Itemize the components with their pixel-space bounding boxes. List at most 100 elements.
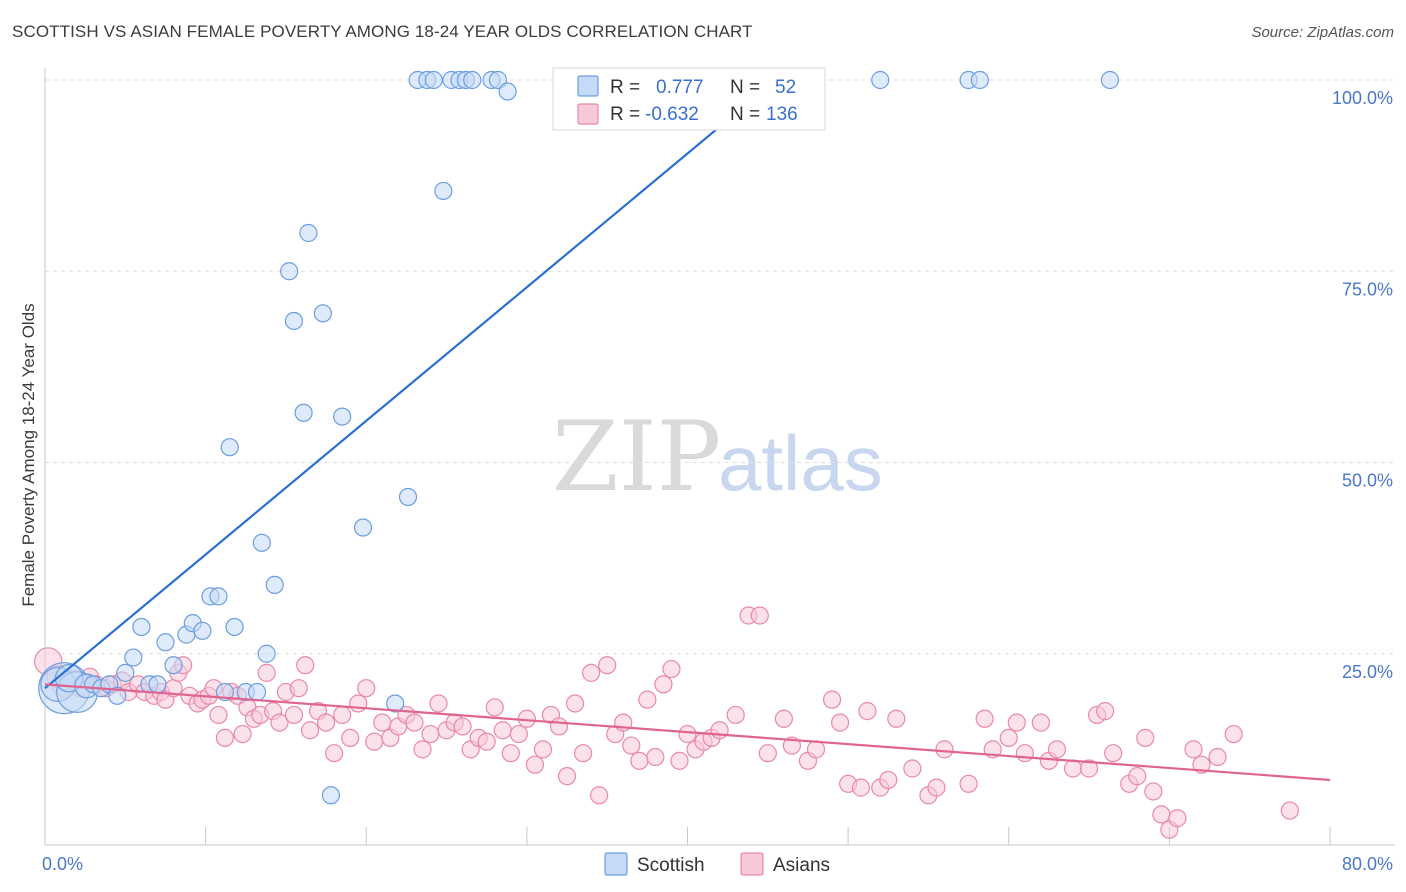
scottish-point-29	[280, 262, 299, 281]
stats-legend: R = 0.777 N = 52 R = -0.632 N = 136	[552, 67, 826, 131]
asians-point-80	[630, 751, 649, 770]
scottish-point-41	[424, 70, 443, 90]
asians-point-44	[341, 728, 360, 748]
scottish-point-25	[247, 682, 267, 702]
scottish-point-49	[498, 82, 517, 101]
scottish-point-14	[156, 633, 175, 652]
asians-point-74	[582, 663, 601, 682]
asians-point-105	[879, 770, 898, 790]
asians-point-120	[1063, 759, 1083, 778]
asians-point-98	[806, 740, 826, 759]
asians-point-81	[638, 690, 657, 709]
scottish-point-33	[313, 304, 332, 323]
axes	[44, 68, 1395, 846]
scottish-point-23	[225, 617, 244, 637]
asians-point-64	[501, 744, 520, 763]
asians-point-52	[405, 713, 424, 732]
x-tick-label-80: 80.0%	[1342, 854, 1393, 874]
legend-r-value-asians: -0.632	[645, 104, 699, 125]
scottish-point-34	[321, 786, 341, 805]
legend-swatch-asians	[577, 103, 599, 125]
scottish-point-21	[215, 682, 234, 702]
scottish-point-38	[398, 487, 418, 507]
scottish-point-28	[265, 575, 284, 595]
y-tick-label-50: 50.0%	[1342, 471, 1393, 491]
asians-point-65	[509, 724, 528, 744]
scottish-trend-line	[44, 79, 777, 690]
y-tick-labels: 25.0% 50.0% 75.0% 100.0%	[1332, 88, 1393, 682]
legend-n-label-asians: N =	[730, 104, 760, 125]
asians-point-124	[1104, 744, 1123, 763]
asians-point-42	[325, 744, 344, 763]
scottish-points	[38, 70, 1120, 805]
asians-point-129	[1152, 805, 1171, 824]
scottish-point-20	[209, 587, 228, 606]
scottish-point-36	[353, 518, 373, 537]
asians-point-70	[549, 717, 569, 736]
asians-point-134	[1208, 747, 1227, 767]
y-axis-label: Female Poverty Among 18-24 Year Olds	[19, 303, 38, 606]
watermark-zip: ZIP	[552, 401, 721, 513]
asians-point-84	[662, 659, 681, 679]
asians-point-123	[1096, 702, 1115, 721]
asians-point-47	[365, 732, 384, 751]
legend-n-value-scottish: 52	[775, 77, 796, 98]
asians-point-116	[1015, 744, 1034, 763]
x-tick-label-0: 0.0%	[42, 854, 83, 874]
scottish-point-10	[124, 648, 143, 667]
asians-points	[34, 606, 1299, 839]
asians-point-67	[525, 755, 545, 774]
asians-point-127	[1136, 728, 1155, 748]
asians-point-126	[1128, 767, 1147, 786]
asians-point-135	[1224, 724, 1243, 744]
asians-point-83	[654, 675, 673, 694]
asians-point-110	[935, 740, 954, 759]
asians-trend-line	[44, 683, 1331, 782]
y-tick-label-75: 75.0%	[1342, 279, 1393, 299]
legend-r-label-asians: R =	[610, 104, 640, 125]
y-tick-label-25: 25.0%	[1342, 662, 1393, 682]
asians-point-37	[289, 679, 308, 698]
scottish-point-26	[252, 533, 271, 552]
asians-point-109	[927, 778, 946, 797]
trend-lines	[44, 79, 1331, 782]
scottish-point-32	[299, 223, 318, 243]
x-tick-labels: 0.0% 80.0%	[42, 854, 1393, 874]
scottish-point-15	[164, 656, 183, 675]
scottish-point-31	[294, 403, 313, 422]
legend-r-value-scottish: 0.777	[656, 77, 704, 98]
scottish-point-46	[463, 70, 482, 90]
scottish-point-22	[220, 438, 239, 457]
legend-swatch-scottish	[577, 75, 599, 97]
scottish-point-27	[257, 644, 276, 663]
asians-point-99	[822, 690, 842, 709]
asians-point-45	[349, 694, 368, 713]
asians-point-128	[1144, 782, 1163, 801]
asians-point-82	[646, 747, 665, 767]
legend-n-value-asians: 136	[766, 104, 798, 125]
asians-point-121	[1079, 759, 1099, 778]
asians-point-53	[413, 740, 432, 759]
scottish-point-35	[333, 407, 352, 426]
asians-point-91	[726, 705, 745, 725]
grid-lines	[45, 79, 1395, 655]
asians-point-95	[774, 709, 793, 728]
scottish-point-11	[132, 617, 151, 637]
asians-point-46	[357, 679, 376, 698]
scottish-point-37	[386, 694, 405, 713]
asians-point-55	[429, 694, 448, 713]
asians-point-76	[598, 656, 617, 675]
chart-title: SCOTTISH VS ASIAN FEMALE POVERTY AMONG 1…	[12, 22, 753, 41]
scottish-point-30	[284, 311, 304, 331]
y-tick-label-100: 100.0%	[1332, 88, 1393, 108]
asians-point-111	[959, 774, 978, 793]
asians-point-114	[999, 728, 1018, 748]
asians-point-102	[851, 778, 871, 797]
scottish-point-13	[148, 675, 167, 694]
asians-point-90	[710, 721, 729, 740]
asians-point-61	[477, 732, 496, 751]
asians-point-58	[453, 717, 472, 736]
asians-point-93	[750, 606, 769, 625]
asians-point-43	[333, 705, 352, 725]
asians-point-117	[1031, 713, 1050, 732]
